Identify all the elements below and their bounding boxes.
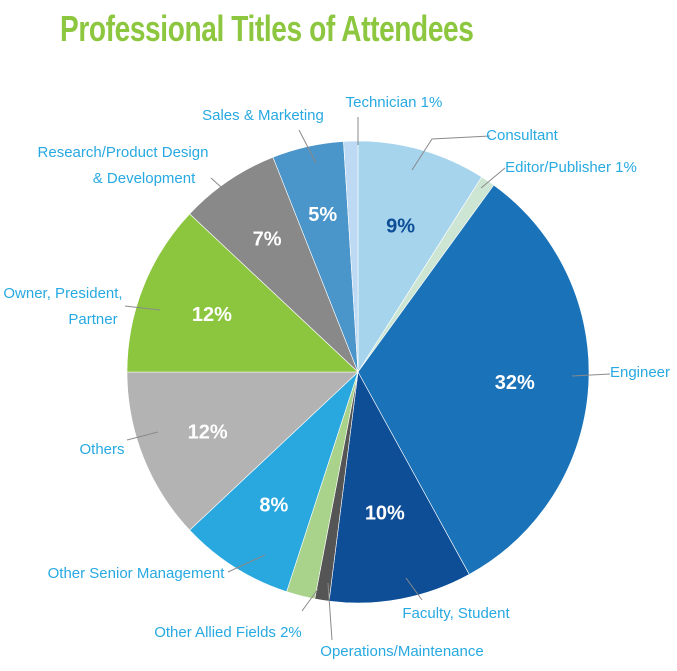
- pie-slice: [189, 156, 359, 373]
- leader-line: [126, 431, 159, 441]
- slice-category-label: Technician 1%: [346, 94, 443, 111]
- leader-line: [327, 582, 333, 641]
- leader-line: [124, 305, 161, 311]
- leader-line: [227, 554, 266, 573]
- slice-category-label: Owner, President,: [3, 285, 122, 302]
- slice-category-label: Others: [79, 441, 124, 458]
- slice-value-label: 9%: [386, 216, 415, 238]
- slice-category-label: Other Senior Management: [48, 565, 226, 582]
- leader-line: [411, 135, 491, 171]
- pie-slice: [126, 371, 359, 531]
- slice-category-label: Research/Product Design: [38, 144, 209, 161]
- leader-line: [405, 577, 423, 601]
- pie-slice: [189, 371, 359, 593]
- slice-category-label: Engineer: [610, 364, 670, 381]
- slice-value-label: 7%: [253, 228, 282, 250]
- pie-slice: [328, 371, 470, 604]
- slice-category-label: Editor/Publisher 1%: [505, 159, 637, 176]
- slice-value-label: 12%: [188, 422, 228, 444]
- slice-value-label: 32%: [495, 372, 535, 394]
- slice-value-label: 5%: [308, 204, 337, 226]
- slice-category-label: & Development: [93, 170, 196, 187]
- slice-value-label: 10%: [365, 503, 405, 525]
- leader-line: [571, 373, 611, 377]
- pie-slice: [357, 184, 590, 575]
- slice-category-label: Other Allied Fields 2%: [154, 624, 302, 641]
- slice-category-label: Faculty, Student: [402, 605, 510, 622]
- slice-category-label: Sales & Marketing: [202, 107, 324, 124]
- leader-line: [298, 129, 317, 164]
- chart-title: Professional Titles of Attendees: [60, 8, 474, 49]
- leader-line: [480, 167, 506, 189]
- leader-line: [210, 177, 233, 198]
- pie-slice: [357, 140, 483, 374]
- slice-value-label: 12%: [192, 304, 232, 326]
- slice-category-label: Partner: [68, 311, 117, 328]
- slice-value-label: 8%: [259, 495, 288, 517]
- leader-line: [301, 588, 319, 612]
- slice-category-label: Consultant: [486, 127, 559, 144]
- slice-category-label: Operations/Maintenance: [320, 643, 483, 660]
- pie-slice: [126, 213, 359, 373]
